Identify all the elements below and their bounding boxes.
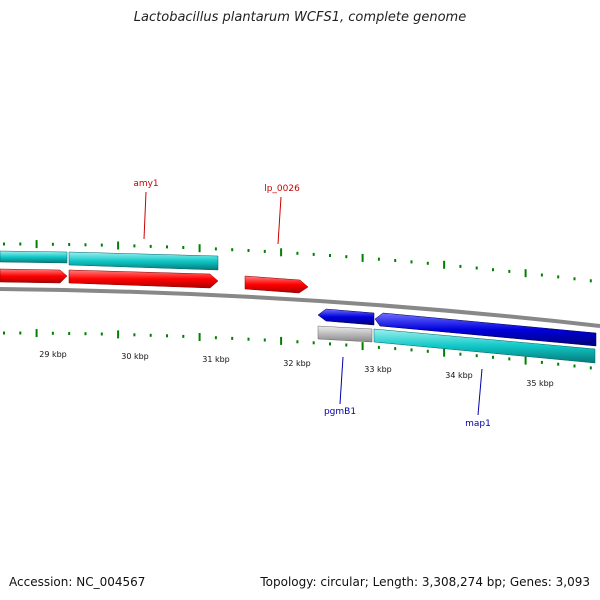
map-title: Lactobacillus plantarum WCFS1, complete …	[133, 10, 467, 25]
pseudo-gene-block-pgmB1[interactable]	[317, 325, 373, 343]
gene-block-amy1[interactable]	[0, 250, 68, 264]
feature-label-lp-0026[interactable]: lp_0026	[264, 184, 300, 245]
tick-row-lower	[3, 329, 592, 370]
cds-arrow-1[interactable]	[0, 268, 68, 284]
gene-block-map1[interactable]	[373, 328, 596, 364]
scale-label-34: 34 kbp	[445, 371, 473, 380]
leader-line-lp-0026	[277, 196, 282, 245]
scale-label-30: 30 kbp	[121, 352, 149, 361]
genome-summary-text: Topology: circular; Length: 3,308,274 bp…	[260, 575, 590, 589]
scale-labels: 29 kbp 30 kbp 31 kbp 32 kbp 33 kbp 34 kb…	[39, 350, 554, 388]
accession-text: Accession: NC_004567	[9, 575, 146, 589]
leader-line-amy1	[143, 191, 147, 240]
cds-arrow-map1[interactable]	[374, 312, 597, 347]
feature-text-amy1[interactable]: amy1	[133, 179, 158, 189]
scale-label-33: 33 kbp	[364, 365, 392, 374]
cds-arrow-pgmB1[interactable]	[317, 308, 375, 326]
feature-label-amy1[interactable]: amy1	[133, 179, 159, 240]
feature-text-pgmB1[interactable]: pgmB1	[324, 407, 356, 417]
feature-text-lp-0026[interactable]: lp_0026	[264, 184, 300, 194]
scale-label-29: 29 kbp	[39, 350, 67, 359]
feature-label-map1[interactable]: map1	[465, 368, 491, 429]
feature-label-pgmB1[interactable]: pgmB1	[324, 356, 356, 417]
cds-arrow-lp-0026[interactable]	[244, 275, 309, 294]
scale-label-31: 31 kbp	[202, 355, 230, 364]
feature-text-map1[interactable]: map1	[465, 419, 491, 429]
scale-label-32: 32 kbp	[283, 359, 311, 368]
cds-arrow-amy1[interactable]	[68, 269, 219, 289]
tick-row-upper	[3, 240, 592, 283]
leader-line-pgmB1	[339, 356, 344, 405]
gene-block-amy1-b[interactable]	[68, 251, 219, 271]
leader-line-map1	[477, 368, 483, 416]
scale-label-35: 35 kbp	[526, 379, 554, 388]
genome-backbone	[0, 287, 600, 328]
